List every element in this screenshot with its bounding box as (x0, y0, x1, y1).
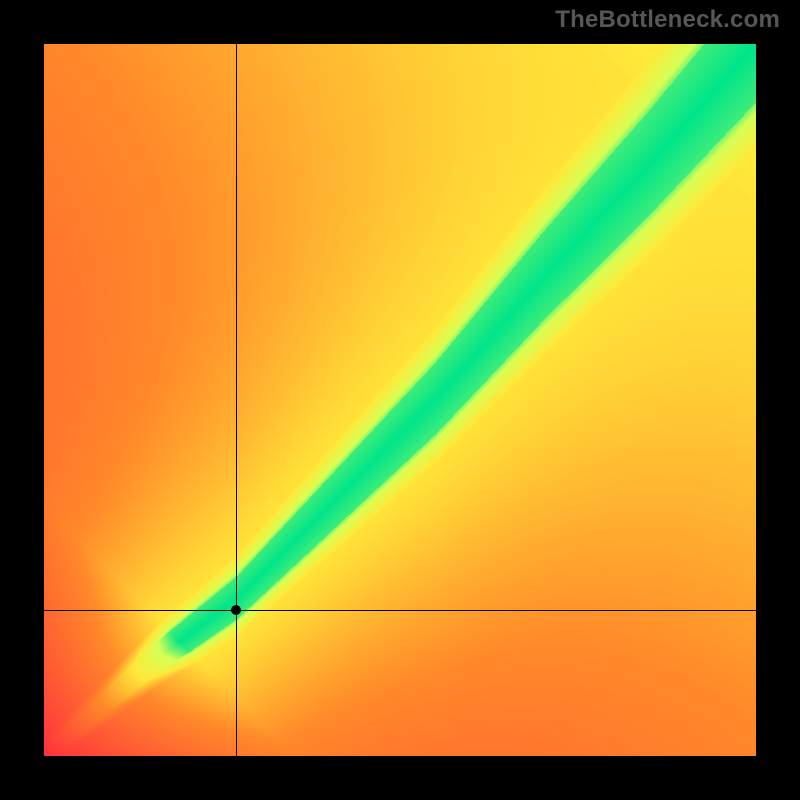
crosshair-marker (231, 605, 241, 615)
chart-frame: TheBottleneck.com (0, 0, 800, 800)
crosshair-vertical (236, 44, 237, 756)
heatmap-plot (44, 44, 756, 756)
heatmap-canvas (44, 44, 756, 756)
crosshair-horizontal (44, 610, 756, 611)
watermark-text: TheBottleneck.com (555, 6, 780, 34)
